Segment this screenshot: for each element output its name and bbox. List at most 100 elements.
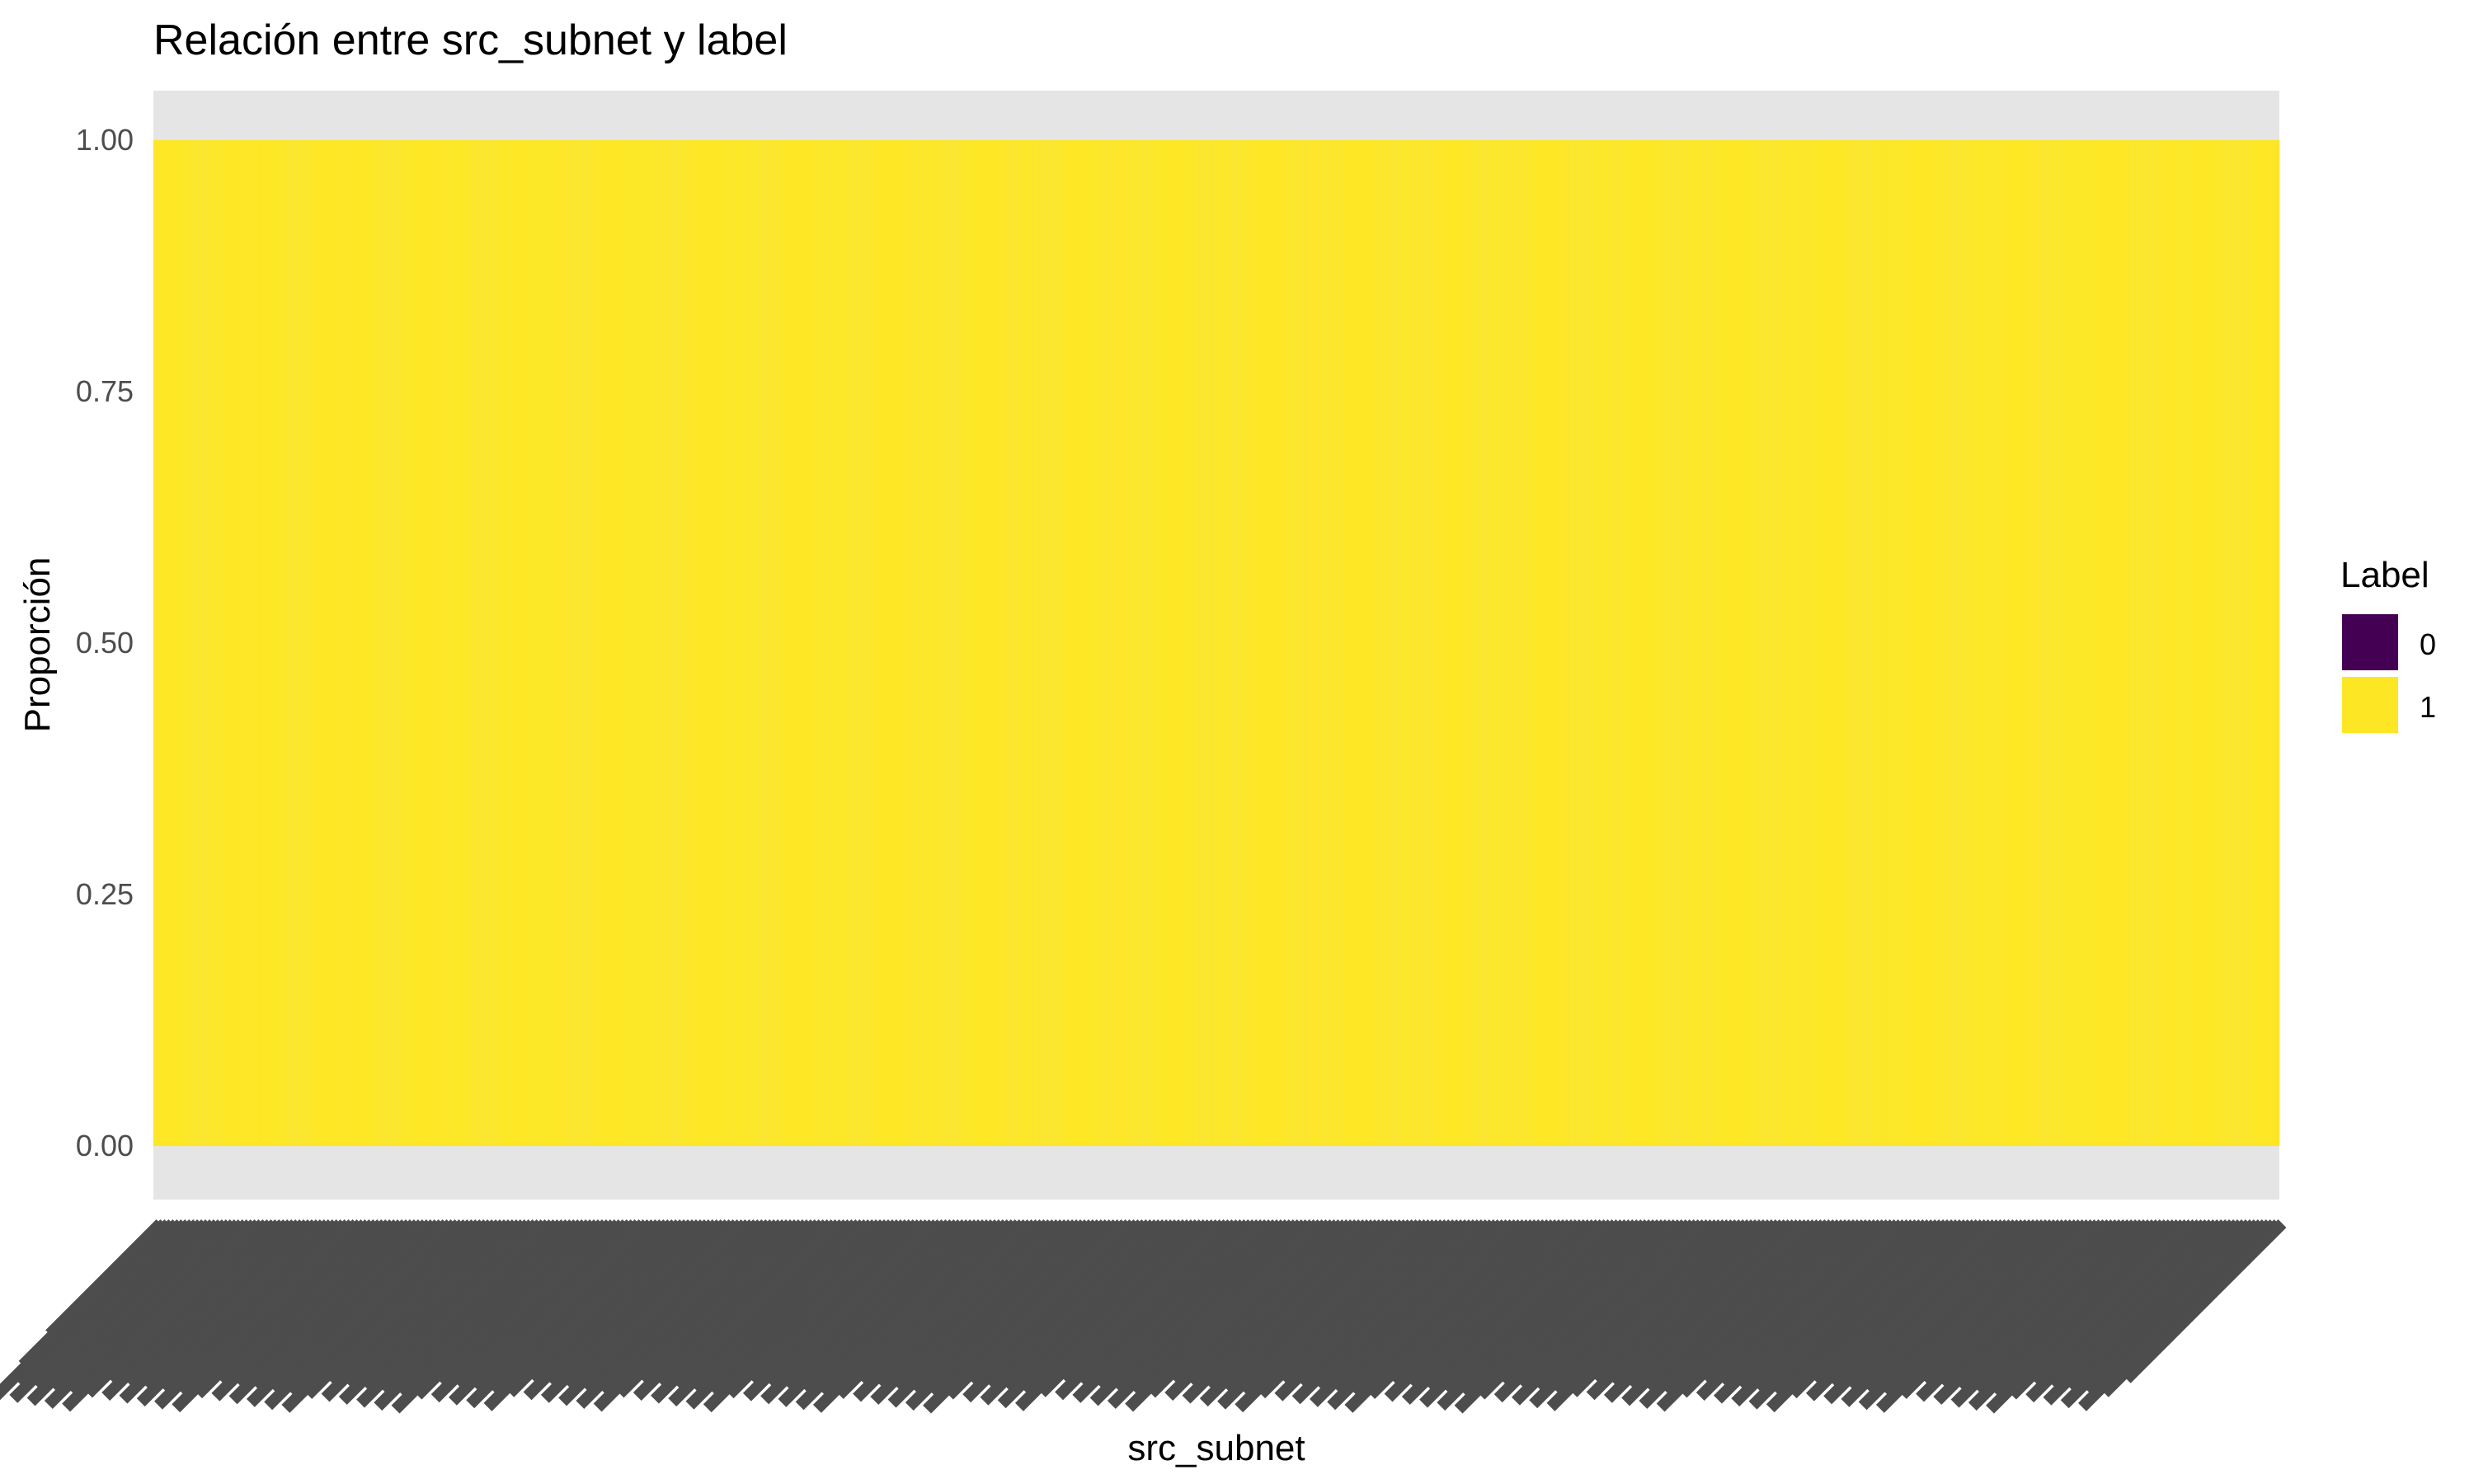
bar-1-279: [1294, 139, 1299, 1147]
bar-1-20: [234, 139, 240, 1147]
bar-1-5: [173, 139, 179, 1147]
bar-1-489: [2152, 139, 2157, 1147]
bar-1-90: [521, 139, 526, 1147]
bar-1-497: [2185, 139, 2190, 1147]
bar-1-66: [423, 139, 428, 1147]
bar-1-164: [823, 139, 829, 1147]
bar-1-34: [292, 139, 297, 1147]
bar-1-508: [2230, 139, 2235, 1147]
bar-1-59: [394, 139, 399, 1147]
bar-1-85: [501, 139, 506, 1147]
bar-1-182: [897, 139, 902, 1147]
bar-1-157: [795, 139, 800, 1147]
bar-1-230: [1094, 139, 1098, 1147]
bar-1-174: [864, 139, 870, 1147]
bar-1-216: [1036, 139, 1042, 1147]
bar-1-438: [1944, 139, 1949, 1147]
bar-1-274: [1273, 139, 1278, 1147]
bar-1-313: [1432, 139, 1438, 1147]
bar-1-95: [541, 139, 547, 1147]
bar-1-507: [2226, 139, 2231, 1147]
bar-1-373: [1678, 139, 1683, 1147]
bar-1-72: [447, 139, 453, 1147]
bar-1-314: [1437, 139, 1442, 1147]
bar-1-398: [1780, 139, 1785, 1147]
bar-1-462: [2042, 139, 2047, 1147]
bar-1-468: [2067, 139, 2072, 1147]
bar-1-104: [578, 139, 584, 1147]
bar-1-50: [357, 139, 363, 1147]
bar-1-369: [1662, 139, 1667, 1147]
bar-1-51: [361, 139, 367, 1147]
bar-1-146: [750, 139, 755, 1147]
bar-1-131: [689, 139, 694, 1147]
bar-1-31: [280, 139, 285, 1147]
bar-1-268: [1249, 139, 1254, 1147]
bar-1-451: [1997, 139, 2002, 1147]
bar-1-115: [623, 139, 628, 1147]
bar-1-335: [1522, 139, 1528, 1147]
bar-1-12: [202, 139, 207, 1147]
bar-1-370: [1666, 139, 1671, 1147]
bar-1-500: [2197, 139, 2203, 1147]
bar-1-64: [415, 139, 420, 1147]
bar-1-210: [1011, 139, 1017, 1147]
bar-1-506: [2222, 139, 2227, 1147]
bar-1-409: [1825, 139, 1831, 1147]
bar-1-505: [2218, 139, 2223, 1147]
bar-1-45: [336, 139, 342, 1147]
bar-1-368: [1658, 139, 1663, 1147]
bar-1-215: [1032, 139, 1037, 1147]
bar-1-44: [332, 139, 338, 1147]
bar-1-445: [1972, 139, 1978, 1147]
bar-1-148: [758, 139, 764, 1147]
bar-1-441: [1956, 139, 1961, 1147]
bar-1-208: [1004, 139, 1009, 1147]
y-tick-label: 0.00: [76, 1129, 134, 1162]
bar-1-100: [562, 139, 567, 1147]
bar-1-414: [1846, 139, 1851, 1147]
bar-1-375: [1686, 139, 1691, 1147]
bar-1-233: [1105, 139, 1111, 1147]
bar-1-307: [1408, 139, 1413, 1147]
bar-1-141: [729, 139, 735, 1147]
bar-1-464: [2050, 139, 2055, 1147]
bar-1-225: [1073, 139, 1078, 1147]
bar-1-138: [717, 139, 722, 1147]
bar-1-458: [2025, 139, 2031, 1147]
bar-1-140: [725, 139, 731, 1147]
bar-1-209: [1007, 139, 1013, 1147]
bar-1-99: [557, 139, 563, 1147]
bar-1-222: [1061, 139, 1066, 1147]
bar-1-305: [1399, 139, 1405, 1147]
bar-1-132: [693, 139, 698, 1147]
bar-1-101: [566, 139, 571, 1147]
bar-1-126: [668, 139, 674, 1147]
bar-1-235: [1113, 139, 1119, 1147]
y-tick-label: 1.00: [76, 123, 134, 157]
bar-1-61: [402, 139, 407, 1147]
bar-1-478: [2107, 139, 2113, 1147]
bar-1-420: [1870, 139, 1875, 1147]
bar-1-278: [1290, 139, 1295, 1147]
bar-1-24: [251, 139, 256, 1147]
bar-1-380: [1706, 139, 1712, 1147]
bar-1-308: [1412, 139, 1418, 1147]
bar-1-29: [271, 139, 277, 1147]
bar-1-371: [1670, 139, 1675, 1147]
bar-1-389: [1743, 139, 1748, 1147]
bar-1-170: [848, 139, 854, 1147]
bar-1-503: [2209, 139, 2215, 1147]
bar-1-419: [1866, 139, 1871, 1147]
bar-1-92: [529, 139, 534, 1147]
bar-1-23: [247, 139, 252, 1147]
bar-1-374: [1682, 139, 1687, 1147]
bar-1-223: [1065, 139, 1070, 1147]
bar-1-467: [2062, 139, 2067, 1147]
bar-1-196: [954, 139, 960, 1147]
bar-1-252: [1183, 139, 1188, 1147]
bar-1-76: [463, 139, 469, 1147]
bar-1-98: [553, 139, 559, 1147]
bar-1-337: [1531, 139, 1536, 1147]
